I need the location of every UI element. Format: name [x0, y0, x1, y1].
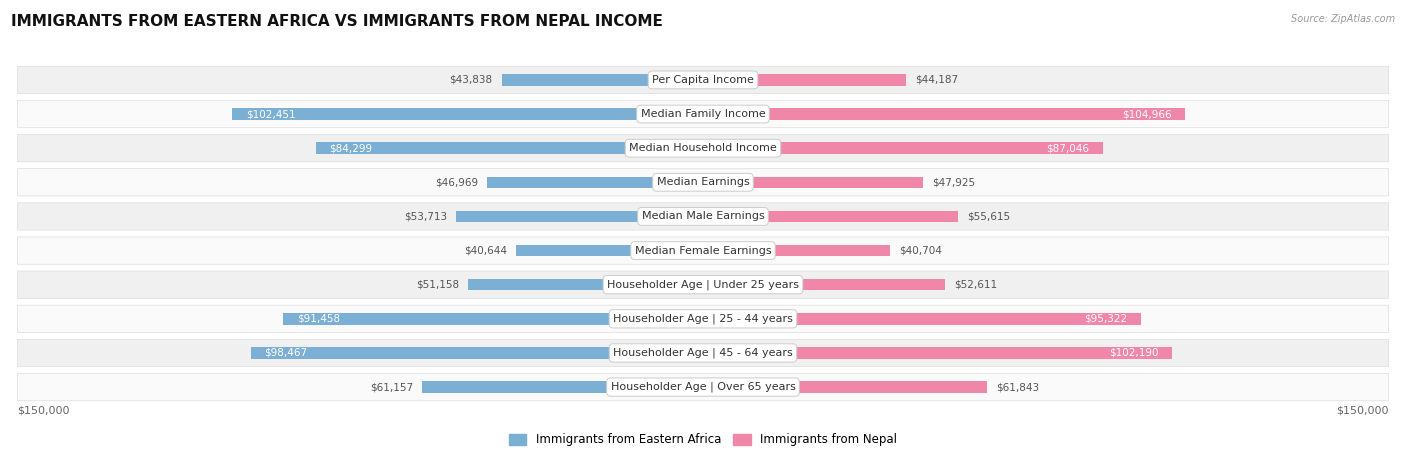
- FancyBboxPatch shape: [17, 237, 1389, 264]
- FancyBboxPatch shape: [703, 279, 945, 290]
- Legend: Immigrants from Eastern Africa, Immigrants from Nepal: Immigrants from Eastern Africa, Immigran…: [503, 429, 903, 451]
- Text: Median Family Income: Median Family Income: [641, 109, 765, 119]
- Text: Source: ZipAtlas.com: Source: ZipAtlas.com: [1291, 14, 1395, 24]
- Text: $46,969: $46,969: [434, 177, 478, 187]
- FancyBboxPatch shape: [17, 169, 1389, 196]
- FancyBboxPatch shape: [17, 134, 1389, 162]
- Text: $53,713: $53,713: [404, 212, 447, 221]
- Text: $150,000: $150,000: [17, 406, 70, 416]
- Text: $102,190: $102,190: [1109, 348, 1159, 358]
- FancyBboxPatch shape: [703, 142, 1102, 154]
- Text: $87,046: $87,046: [1046, 143, 1090, 153]
- Text: $52,611: $52,611: [953, 280, 997, 290]
- FancyBboxPatch shape: [316, 142, 703, 154]
- FancyBboxPatch shape: [703, 211, 959, 222]
- FancyBboxPatch shape: [703, 245, 890, 256]
- Text: $104,966: $104,966: [1122, 109, 1171, 119]
- Text: Per Capita Income: Per Capita Income: [652, 75, 754, 85]
- Text: Median Male Earnings: Median Male Earnings: [641, 212, 765, 221]
- FancyBboxPatch shape: [422, 381, 703, 393]
- Text: $102,451: $102,451: [246, 109, 295, 119]
- FancyBboxPatch shape: [516, 245, 703, 256]
- FancyBboxPatch shape: [703, 347, 1173, 359]
- Text: Householder Age | Under 25 years: Householder Age | Under 25 years: [607, 279, 799, 290]
- FancyBboxPatch shape: [488, 177, 703, 188]
- FancyBboxPatch shape: [502, 74, 703, 86]
- FancyBboxPatch shape: [457, 211, 703, 222]
- FancyBboxPatch shape: [17, 340, 1389, 367]
- Text: $95,322: $95,322: [1084, 314, 1128, 324]
- FancyBboxPatch shape: [283, 313, 703, 325]
- Text: Householder Age | 25 - 44 years: Householder Age | 25 - 44 years: [613, 313, 793, 324]
- Text: Householder Age | Over 65 years: Householder Age | Over 65 years: [610, 382, 796, 392]
- Text: $43,838: $43,838: [450, 75, 492, 85]
- FancyBboxPatch shape: [250, 347, 703, 359]
- FancyBboxPatch shape: [17, 100, 1389, 127]
- Text: Householder Age | 45 - 64 years: Householder Age | 45 - 64 years: [613, 348, 793, 358]
- FancyBboxPatch shape: [468, 279, 703, 290]
- Text: Median Earnings: Median Earnings: [657, 177, 749, 187]
- Text: $55,615: $55,615: [967, 212, 1011, 221]
- FancyBboxPatch shape: [703, 74, 905, 86]
- Text: IMMIGRANTS FROM EASTERN AFRICA VS IMMIGRANTS FROM NEPAL INCOME: IMMIGRANTS FROM EASTERN AFRICA VS IMMIGR…: [11, 14, 664, 29]
- Text: $91,458: $91,458: [297, 314, 340, 324]
- Text: $51,158: $51,158: [416, 280, 458, 290]
- Text: $47,925: $47,925: [932, 177, 976, 187]
- FancyBboxPatch shape: [17, 66, 1389, 93]
- FancyBboxPatch shape: [17, 305, 1389, 333]
- Text: $40,644: $40,644: [464, 246, 508, 255]
- Text: $98,467: $98,467: [264, 348, 308, 358]
- Text: Median Female Earnings: Median Female Earnings: [634, 246, 772, 255]
- FancyBboxPatch shape: [17, 374, 1389, 401]
- Text: $150,000: $150,000: [1336, 406, 1389, 416]
- FancyBboxPatch shape: [703, 108, 1185, 120]
- Text: $61,157: $61,157: [370, 382, 413, 392]
- Text: $44,187: $44,187: [915, 75, 959, 85]
- Text: $40,704: $40,704: [898, 246, 942, 255]
- FancyBboxPatch shape: [703, 381, 987, 393]
- Text: Median Household Income: Median Household Income: [628, 143, 778, 153]
- FancyBboxPatch shape: [17, 203, 1389, 230]
- FancyBboxPatch shape: [17, 271, 1389, 298]
- FancyBboxPatch shape: [703, 177, 924, 188]
- FancyBboxPatch shape: [703, 313, 1140, 325]
- Text: $84,299: $84,299: [329, 143, 373, 153]
- FancyBboxPatch shape: [232, 108, 703, 120]
- Text: $61,843: $61,843: [997, 382, 1039, 392]
